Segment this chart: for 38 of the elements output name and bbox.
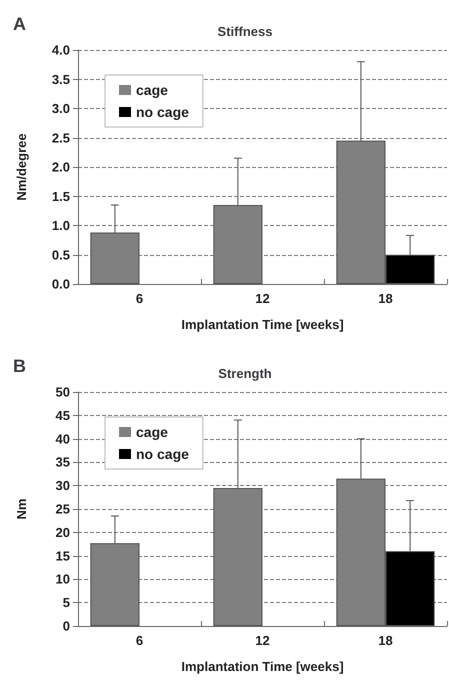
y-tick-label: 2.5 (52, 130, 70, 146)
chart-title: Stiffness (218, 24, 272, 39)
y-tick-label: 5 (62, 595, 70, 610)
legend-label: cage (136, 424, 168, 440)
y-axis-title: Nm (14, 498, 29, 520)
x-tick-label: 18 (378, 291, 393, 306)
y-tick-label: 1.0 (52, 218, 70, 233)
text: A (13, 14, 26, 34)
y-tick-label: 0.0 (52, 276, 70, 292)
x-axis-title: Implantation Time [weeks] (181, 659, 344, 674)
y-tick-label: 2.0 (52, 160, 70, 174)
chart-title: Strength (218, 366, 272, 381)
y-tick-label: 3.0 (52, 101, 70, 116)
y-tick-label: 10 (56, 572, 70, 587)
x-tick-label: 6 (136, 633, 144, 648)
x-tick-label: 6 (136, 291, 144, 306)
y-tick-label: 3.5 (52, 72, 70, 87)
y-axis-title: Nm/degree (14, 133, 29, 201)
y-tick-label: 0 (62, 618, 70, 634)
x-tick-label: 12 (255, 633, 270, 648)
x-tick-label: 12 (255, 291, 270, 306)
y-tick-label: 20 (56, 524, 70, 540)
y-tick-label: 25 (56, 502, 70, 516)
legend-label: no cage (136, 104, 190, 120)
x-tick-label: 18 (378, 633, 393, 648)
y-tick-label: 50 (56, 384, 70, 400)
x-axis-title: Implantation Time [weeks] (181, 317, 344, 332)
y-tick-label: 30 (56, 478, 70, 494)
y-tick-label: 35 (56, 454, 70, 470)
y-tick-label: 15 (56, 548, 70, 564)
y-tick-label: 0.5 (52, 247, 70, 262)
text: B (13, 356, 26, 376)
legend-label: no cage (136, 446, 190, 462)
legend-label: cage (136, 82, 168, 98)
y-tick-label: 4.0 (52, 42, 70, 58)
y-tick-label: 45 (56, 408, 70, 423)
y-tick-label: 40 (56, 431, 70, 446)
y-tick-label: 1.5 (52, 188, 70, 204)
